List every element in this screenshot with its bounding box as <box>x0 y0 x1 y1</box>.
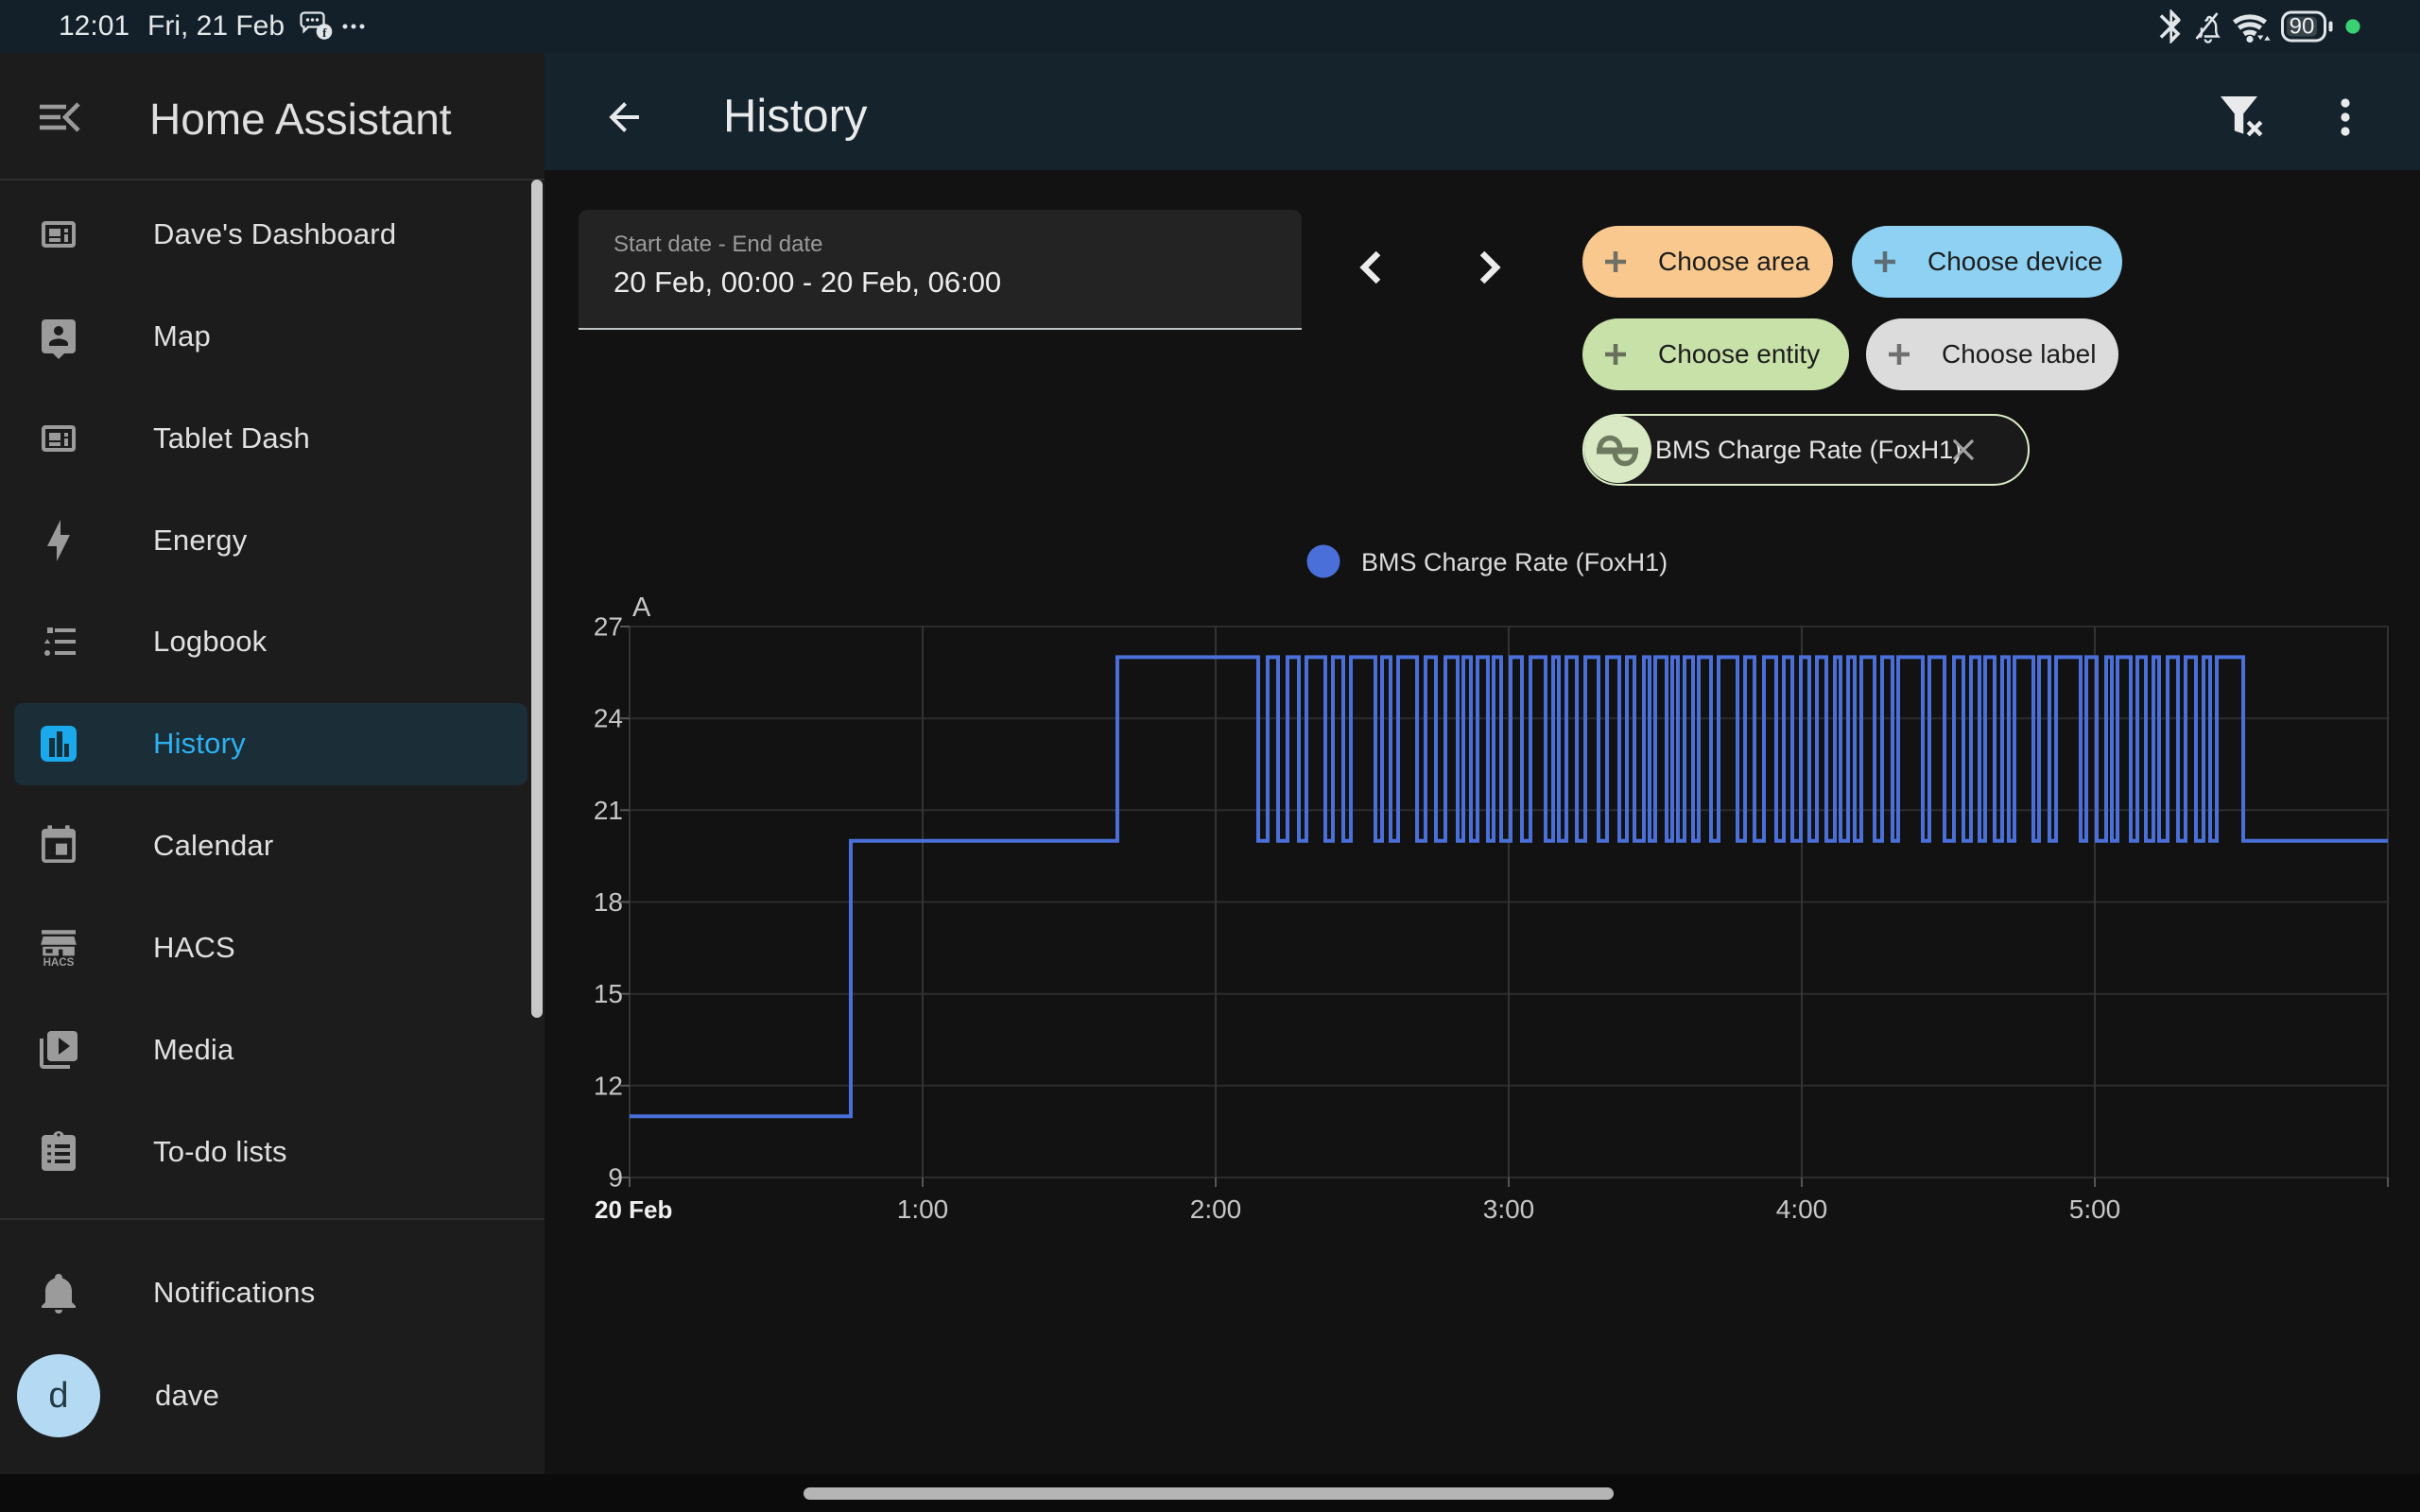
svg-text:f: f <box>322 26 327 40</box>
svg-text:24: 24 <box>594 704 623 733</box>
svg-text:12: 12 <box>594 1071 623 1100</box>
svg-text:90: 90 <box>2290 14 2315 40</box>
svg-text:9: 9 <box>608 1163 623 1193</box>
svg-text:5:00: 5:00 <box>2069 1194 2121 1224</box>
svg-text:18: 18 <box>594 887 623 917</box>
svg-text:27: 27 <box>594 612 623 642</box>
svg-text:3:00: 3:00 <box>1483 1194 1535 1224</box>
svg-text:4:00: 4:00 <box>1776 1194 1828 1224</box>
svg-text:BMS Charge Rate (FoxH1): BMS Charge Rate (FoxH1) <box>1361 548 1668 576</box>
svg-text:15: 15 <box>594 979 623 1008</box>
svg-text:1:00: 1:00 <box>897 1194 949 1224</box>
svg-text:2:00: 2:00 <box>1190 1194 1242 1224</box>
svg-text:HACS: HACS <box>43 956 75 969</box>
svg-text:21: 21 <box>594 796 623 825</box>
svg-text:20 Feb: 20 Feb <box>595 1195 672 1224</box>
svg-text:A: A <box>632 593 651 623</box>
